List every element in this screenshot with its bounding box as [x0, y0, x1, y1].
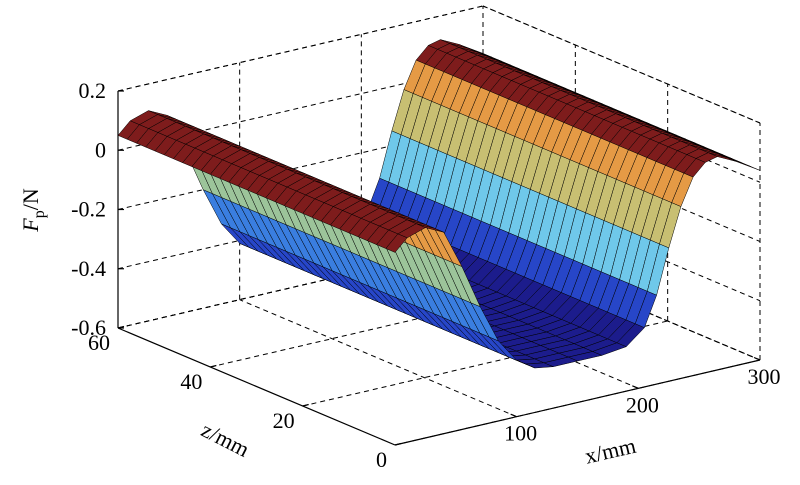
x-tick: [632, 385, 639, 389]
z-tick: [394, 442, 402, 446]
z-tick-label: 0: [376, 447, 387, 472]
z-tick-label: 20: [273, 408, 295, 433]
y-tick-label: 0: [95, 137, 106, 162]
surface: [117, 39, 761, 369]
z-tick: [210, 364, 217, 368]
x-tick: [753, 356, 761, 361]
y-tick-label: -0.2: [71, 197, 106, 222]
y-label-main: F: [18, 218, 43, 233]
x-axis-label: x/mm: [582, 433, 638, 469]
z-axis: [117, 327, 396, 446]
z-tick: [117, 325, 125, 329]
z-tick-label: 60: [88, 330, 110, 355]
x-tick: [510, 413, 517, 418]
x-tick-label: 200: [626, 392, 659, 417]
z-tick: [302, 403, 309, 407]
y-tick-label: 0.2: [79, 78, 107, 103]
y-label-sub: p: [31, 210, 48, 218]
y-axis-label: Fp/N: [18, 188, 48, 233]
x-axis: [394, 359, 761, 446]
x-tick-label: 300: [748, 364, 781, 389]
z-axis-label: z/mm: [197, 417, 253, 462]
z-tick-label: 40: [180, 369, 202, 394]
y-tick-label: -0.4: [71, 256, 106, 281]
surface-face: [385, 233, 408, 253]
y-label-unit: /N: [18, 188, 43, 210]
y-tick-label: -0.6: [71, 315, 106, 340]
x-tick-label: 100: [504, 421, 537, 446]
